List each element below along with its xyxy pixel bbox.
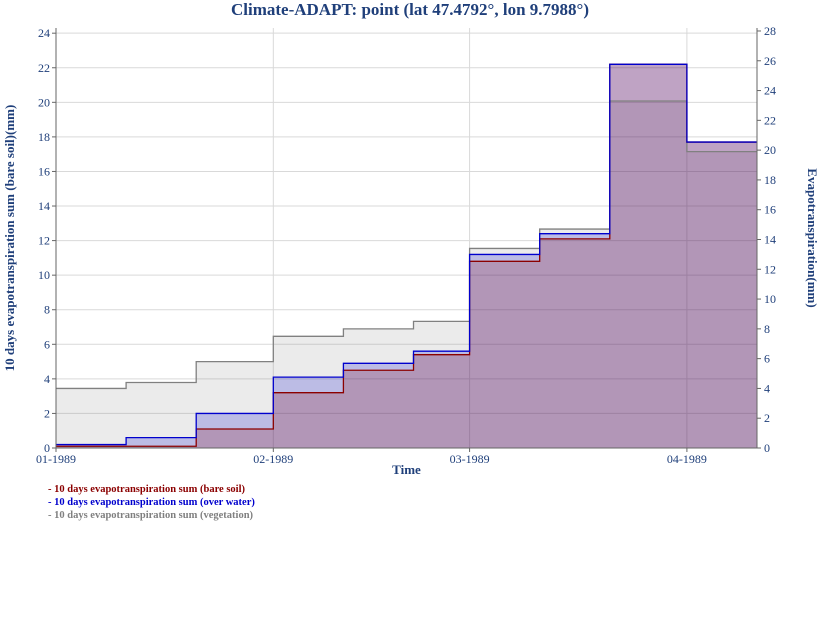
legend-item-over-water[interactable]: - 10 days evapotranspiration sum (over w… — [48, 497, 255, 508]
legend-label-over-water: 10 days evapotranspiration sum (over wat… — [54, 497, 255, 508]
y-right-tick-label: 28 — [764, 24, 776, 38]
x-tick-label: 02-1989 — [253, 452, 293, 466]
y-left-tick-label: 22 — [38, 61, 50, 75]
y-right-tick-label: 12 — [764, 262, 776, 276]
x-tick-label: 04-1989 — [667, 452, 707, 466]
chart-title: Climate-ADAPT: point (lat 47.4792°, lon … — [231, 0, 589, 19]
y-left-tick-label: 4 — [44, 372, 50, 386]
legend-item-bare-soil[interactable]: - 10 days evapotranspiration sum (bare s… — [48, 484, 245, 495]
plot-area — [56, 28, 757, 448]
legend-label-bare-soil: 10 days evapotranspiration sum (bare soi… — [54, 484, 245, 495]
y-left-tick-label: 6 — [44, 337, 50, 351]
y-left-tick-label: 0 — [44, 441, 50, 455]
y-axis-right-title: Evapotranspiration(mm) — [805, 168, 820, 307]
legend-item-vegetation[interactable]: - 10 days evapotranspiration sum (vegeta… — [48, 510, 254, 521]
y-left-tick-label: 16 — [38, 164, 50, 178]
y-axis-left-title: 10 days evapotranspiration sum (bare soi… — [2, 105, 17, 372]
area-over-water — [56, 64, 757, 448]
y-left-tick-label: 24 — [38, 26, 50, 40]
area-vegetation — [56, 100, 757, 448]
y-left-tick-label: 10 — [38, 268, 50, 282]
y-left-tick-label: 8 — [44, 303, 50, 317]
y-left-tick-label: 12 — [38, 234, 50, 248]
x-tick-label: 03-1989 — [450, 452, 490, 466]
area-bare-soil — [56, 64, 757, 448]
y-right-tick-label: 24 — [764, 84, 776, 98]
y-left-tick-label: 14 — [38, 199, 50, 213]
legend: - 10 days evapotranspiration sum (bare s… — [48, 483, 255, 522]
y-right-tick-label: 20 — [764, 143, 776, 157]
y-left-tick-label: 18 — [38, 130, 50, 144]
legend-label-vegetation: 10 days evapotranspiration sum (vegetati… — [54, 510, 254, 521]
y-right-tick-label: 10 — [764, 292, 776, 306]
x-axis-title: Time — [392, 462, 421, 477]
y-right-tick-label: 26 — [764, 54, 776, 68]
y-right-tick-label: 18 — [764, 173, 776, 187]
y-right-tick-label: 8 — [764, 322, 770, 336]
y-left-tick-label: 20 — [38, 95, 50, 109]
y-right-tick-label: 14 — [764, 232, 776, 246]
y-right-tick-label: 0 — [764, 441, 770, 455]
y-right-tick-label: 16 — [764, 203, 776, 217]
y-left-tick-label: 2 — [44, 406, 50, 420]
y-right-tick-label: 2 — [764, 411, 770, 425]
y-right-tick-label: 6 — [764, 352, 770, 366]
y-right-tick-label: 22 — [764, 113, 776, 127]
y-right-tick-label: 4 — [764, 381, 770, 395]
line-over-water — [56, 63, 757, 446]
x-tick-label: 01-1989 — [36, 452, 76, 466]
